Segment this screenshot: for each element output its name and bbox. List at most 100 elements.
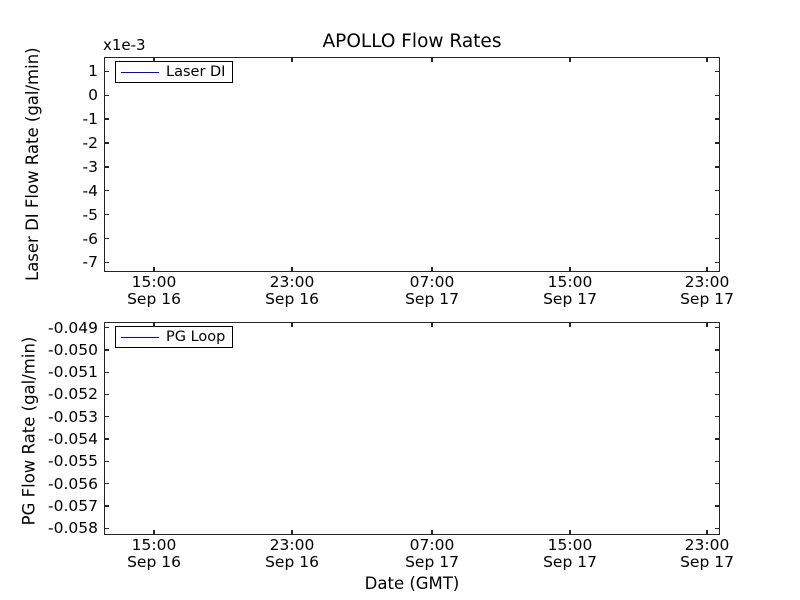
top-x-tick-mark: [569, 57, 571, 62]
bottom-y-tick-mark: [104, 438, 109, 440]
top-y-tick-mark: [104, 94, 109, 96]
legend-label-pg-loop: PG Loop: [166, 329, 226, 345]
bottom-x-tick-mark: [569, 530, 571, 535]
bottom-x-tick-mark: [706, 530, 708, 535]
x-tick-time: 23:00: [269, 536, 315, 554]
x-tick-date: Sep 17: [543, 553, 597, 571]
top-x-tick-label: 15:00 Sep 17: [543, 274, 597, 308]
top-y-tick-mark: [104, 237, 109, 240]
top-y-tick-mark: [715, 166, 720, 168]
bottom-x-tick-mark: [291, 322, 293, 327]
bottom-y-tick-mark: [104, 483, 109, 485]
top-x-tick-mark: [291, 57, 293, 62]
bottom-x-tick-label: 23:00 Sep 17: [680, 537, 734, 571]
top-y-tick-mark: [104, 190, 109, 192]
bottom-x-tick-label: 07:00 Sep 17: [405, 537, 459, 571]
top-y-tick-mark: [715, 142, 720, 144]
bottom-y-tick-mark: [715, 460, 720, 463]
top-y-tick-labels: 1 0 -1 -2 -3 -4 -5 -6 -7: [40, 57, 98, 272]
legend-label-laser-di: Laser DI: [166, 64, 226, 80]
top-x-tick-mark: [569, 267, 571, 272]
bottom-y-tick-label: -0.050: [48, 340, 98, 359]
x-tick-date: Sep 17: [405, 290, 459, 308]
top-x-tick-label: 15:00 Sep 16: [127, 274, 181, 308]
bottom-y-tick-mark: [715, 326, 720, 329]
bottom-y-tick-mark: [715, 527, 720, 529]
top-x-tick-label: 23:00 Sep 16: [265, 274, 319, 308]
bottom-y-tick-label: -0.052: [48, 385, 98, 404]
x-tick-time: 15:00: [547, 273, 593, 291]
top-y-tick-label: -2: [82, 134, 98, 152]
x-tick-date: Sep 16: [265, 290, 319, 308]
top-y-tick-mark: [104, 70, 109, 72]
top-y-tick-label: -4: [82, 181, 98, 200]
top-x-tick-mark: [431, 57, 433, 62]
bottom-y-tick-mark: [104, 349, 109, 351]
x-tick-date: Sep 16: [127, 553, 181, 571]
bottom-y-tick-mark: [104, 527, 109, 529]
top-y-tick-mark: [104, 118, 109, 120]
top-y-tick-label: -5: [82, 205, 98, 224]
top-x-tick-mark: [431, 267, 433, 272]
top-axes-frame: [104, 57, 720, 272]
bottom-legend[interactable]: PG Loop: [115, 326, 234, 348]
bottom-y-tick-mark: [104, 460, 109, 463]
bottom-axes-frame: [104, 322, 720, 535]
x-tick-date: Sep 17: [680, 290, 734, 308]
bottom-y-tick-labels: -0.049 -0.050 -0.051 -0.052 -0.053 -0.054 -0.0…: [20, 320, 98, 537]
top-y-tick-mark: [104, 214, 109, 216]
bottom-y-tick-mark: [715, 371, 720, 373]
x-tick-date: Sep 17: [543, 290, 597, 308]
bottom-plot-panel: PG Loop: [104, 322, 720, 535]
bottom-y-tick-mark: [104, 326, 109, 329]
top-y-tick-label: 1: [88, 62, 98, 81]
top-y-tick-label: 0: [88, 86, 98, 105]
bottom-x-tick-mark: [291, 530, 293, 535]
bottom-x-tick-mark: [431, 322, 433, 327]
bottom-x-tick-mark: [153, 530, 155, 535]
bottom-x-tick-label: 23:00 Sep 16: [265, 537, 319, 571]
bottom-y-tick-label: -0.054: [48, 430, 98, 449]
x-tick-time: 15:00: [131, 273, 177, 291]
top-y-tick-mark: [715, 70, 720, 72]
top-x-tick-label: 23:00 Sep 17: [680, 274, 734, 308]
top-y-tick-label: -7: [82, 253, 98, 272]
x-tick-date: Sep 17: [405, 553, 459, 571]
bottom-x-tick-mark: [153, 322, 155, 327]
bottom-x-tick-label: 15:00 Sep 16: [127, 537, 181, 571]
top-y-tick-mark: [715, 261, 720, 264]
bottom-x-tick-labels: 15:00 Sep 16 23:00 Sep 16 07:00 Sep 17 15:00 Se…: [104, 536, 734, 577]
x-tick-time: 07:00: [409, 536, 455, 554]
top-x-tick-mark: [153, 57, 155, 62]
x-tick-time: 23:00: [684, 273, 730, 291]
top-x-tick-labels: 15:00 Sep 16 23:00 Sep 16 07:00 Sep 17 15:00 Se…: [104, 273, 734, 314]
bottom-y-tick-mark: [104, 505, 109, 507]
top-x-tick-mark: [153, 267, 155, 272]
top-y-tick-mark: [715, 237, 720, 240]
bottom-y-tick-mark: [104, 416, 109, 418]
bottom-y-tick-mark: [104, 393, 109, 396]
x-tick-time: 15:00: [547, 536, 593, 554]
chart-title: APOLLO Flow Rates: [322, 31, 502, 52]
top-legend[interactable]: Laser DI: [115, 61, 234, 83]
top-x-tick-mark: [706, 57, 708, 62]
x-axis-label: Date (GMT): [364, 574, 460, 593]
top-y-tick-mark: [715, 190, 720, 192]
x-tick-time: 23:00: [684, 536, 730, 554]
top-x-tick-mark: [706, 267, 708, 272]
bottom-y-tick-mark: [715, 393, 720, 396]
x-tick-time: 07:00: [409, 273, 455, 291]
bottom-y-tick-label: -0.055: [48, 452, 98, 471]
top-y-tick-mark: [104, 261, 109, 264]
bottom-y-tick-mark: [715, 483, 720, 485]
x-tick-time: 23:00: [269, 273, 315, 291]
top-y-tick-label: -1: [82, 110, 98, 129]
bottom-y-tick-label: -0.056: [48, 474, 98, 493]
bottom-x-tick-mark: [431, 530, 433, 535]
bottom-y-tick-mark: [715, 505, 720, 507]
bottom-x-tick-mark: [569, 322, 571, 327]
top-plot-panel: Laser DI: [104, 57, 720, 272]
legend-line-swatch-laser-di: [121, 71, 159, 73]
top-y-tick-mark: [104, 142, 109, 144]
